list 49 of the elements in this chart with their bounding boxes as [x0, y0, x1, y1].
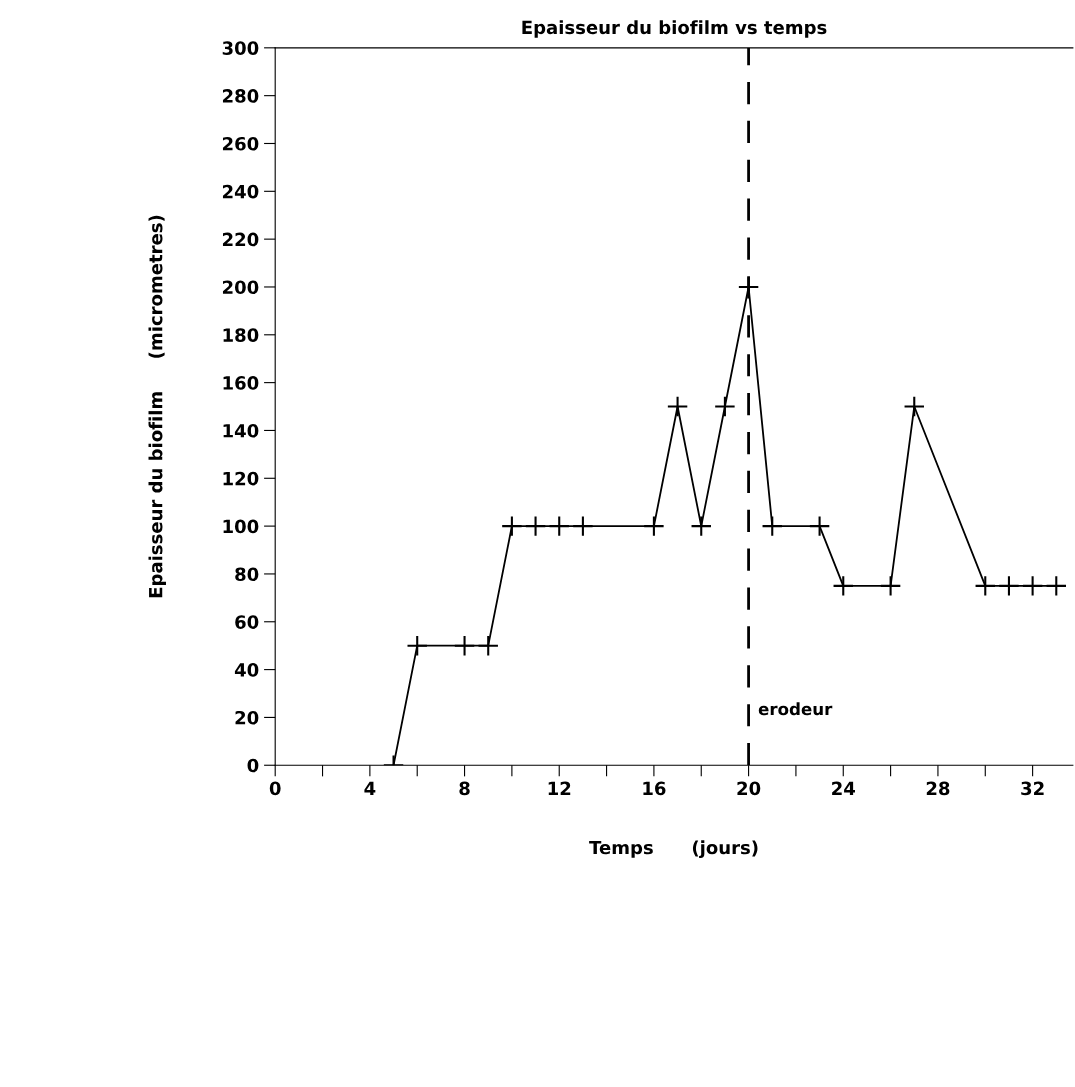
x-tick-label: 8 — [459, 781, 470, 796]
y-tick-label: 240 — [222, 184, 259, 199]
x-tick-label: 28 — [926, 781, 950, 796]
point — [643, 515, 665, 537]
x-axis-title: Temps (jours) — [589, 840, 758, 858]
x-tick-label: 24 — [832, 781, 855, 795]
point — [998, 575, 1020, 597]
x-tick-label: 16 — [643, 781, 666, 796]
point — [761, 515, 784, 537]
point — [903, 395, 926, 418]
y-tick-label: 280 — [222, 89, 259, 103]
y-tick-label: 100 — [223, 519, 259, 534]
point — [1045, 575, 1068, 597]
chart-title: Epaisseur du biofilm vs temps — [522, 20, 827, 38]
y-tick-label: 220 — [222, 232, 259, 247]
x-tick-label: 20 — [737, 781, 761, 796]
x-tick-label: 0 — [269, 781, 281, 796]
point — [453, 634, 476, 657]
point — [974, 575, 997, 597]
x-tick-label: 12 — [548, 781, 571, 795]
point — [879, 575, 902, 597]
y-tick-label: 120 — [223, 471, 259, 486]
point — [524, 515, 547, 537]
point — [1021, 575, 1044, 597]
x-tick-label: 32 — [1021, 781, 1044, 796]
point — [666, 395, 689, 418]
point — [406, 634, 428, 657]
y-tick-label: 60 — [235, 615, 259, 629]
point — [832, 575, 855, 597]
point — [548, 515, 570, 537]
y-tick-label: 80 — [235, 567, 259, 582]
point — [690, 515, 713, 537]
y-tick-label: 200 — [222, 280, 259, 295]
y-tick-label: 260 — [222, 136, 259, 151]
y-tick-label: 160 — [223, 376, 259, 390]
point — [572, 515, 594, 537]
y-tick-label: 300 — [222, 41, 259, 55]
y-tick-label: 40 — [234, 663, 259, 677]
y-axis-title: Epaisseur du biofilm (micrometres) — [148, 215, 166, 598]
y-tick-label: 20 — [235, 710, 259, 725]
point — [808, 515, 831, 537]
point — [714, 395, 736, 418]
y-tick-label: 180 — [223, 328, 259, 342]
x-tick-label: 4 — [364, 781, 376, 795]
y-tick-label: 0 — [247, 758, 259, 773]
y-tick-label: 140 — [223, 423, 259, 438]
point — [477, 634, 499, 657]
point — [501, 515, 523, 537]
ref-line-label: erodeur — [758, 702, 833, 716]
